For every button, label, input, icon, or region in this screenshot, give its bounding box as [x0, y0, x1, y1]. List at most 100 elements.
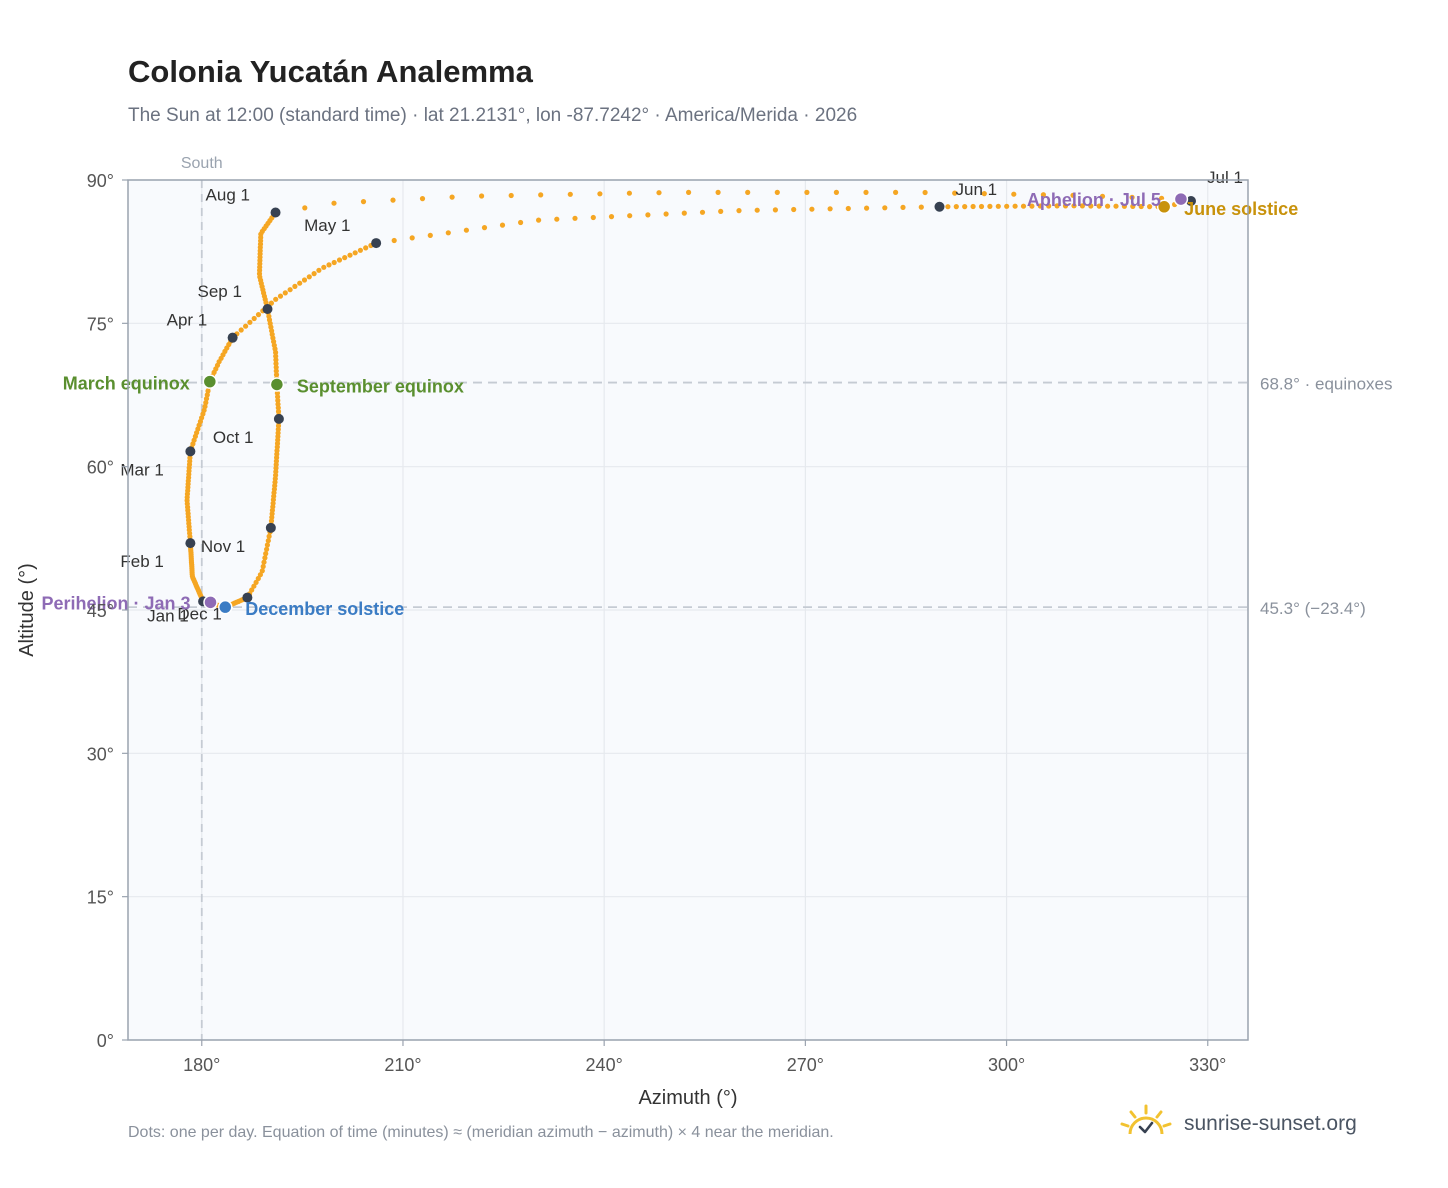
- month-marker: [262, 304, 273, 314]
- daily-dot: [273, 357, 279, 363]
- daily-dot: [263, 551, 269, 557]
- month-label: Dec 1: [177, 605, 221, 624]
- daily-dot: [1037, 203, 1043, 209]
- daily-dot: [567, 191, 573, 197]
- daily-dot: [251, 583, 257, 589]
- page-title: Colonia Yucatán Analemma: [128, 54, 533, 89]
- daily-dot: [275, 394, 281, 400]
- daily-dot: [538, 192, 544, 198]
- daily-dot: [1062, 203, 1069, 209]
- daily-dot: [718, 208, 724, 214]
- y-tick-label: 15°: [87, 888, 114, 908]
- daily-dot: [282, 290, 288, 296]
- daily-dot: [275, 408, 282, 415]
- daily-dot: [481, 225, 488, 231]
- daily-dot: [1071, 203, 1077, 209]
- daily-dot: [736, 208, 742, 214]
- daily-dot: [1147, 204, 1153, 210]
- month-marker: [270, 207, 281, 218]
- daily-dot: [363, 245, 369, 251]
- daily-dot: [275, 405, 281, 411]
- daily-dot: [277, 293, 284, 299]
- daily-dot: [331, 259, 337, 266]
- daily-dot: [1099, 193, 1106, 199]
- daily-dot: [590, 214, 596, 221]
- month-label: Jun 1: [955, 180, 997, 199]
- daily-dot: [306, 274, 312, 280]
- event-label: March equinox: [63, 374, 190, 394]
- daily-dot: [686, 189, 692, 195]
- daily-dot: [262, 555, 268, 561]
- month-marker: [265, 522, 276, 533]
- daily-dot: [1070, 192, 1076, 198]
- daily-dot: [257, 572, 263, 578]
- reference-line-label: 45.3° (−23.4°): [1260, 599, 1366, 618]
- event-label: June solstice: [1184, 199, 1298, 219]
- daily-dot: [1029, 203, 1035, 209]
- daily-dot: [536, 217, 542, 223]
- event-label: September equinox: [297, 376, 464, 396]
- event-marker: [269, 377, 285, 392]
- daily-dot: [311, 271, 317, 277]
- daily-dot: [336, 257, 343, 263]
- daily-dot: [791, 206, 797, 213]
- month-label: Sep 1: [197, 282, 241, 301]
- daily-dot: [243, 323, 249, 329]
- x-tick-label: 300°: [988, 1055, 1025, 1075]
- event-label: December solstice: [245, 599, 404, 619]
- daily-dot: [255, 312, 262, 318]
- daily-dot: [427, 232, 433, 238]
- daily-dot: [273, 368, 279, 374]
- daily-dot: [419, 196, 426, 202]
- daily-dot: [205, 388, 211, 394]
- month-marker: [934, 201, 945, 212]
- daily-dot: [952, 190, 958, 196]
- daily-dot: [247, 319, 253, 325]
- daily-dot: [255, 575, 261, 582]
- daily-dot: [774, 189, 780, 195]
- daily-dot: [922, 189, 928, 196]
- month-label: Feb 1: [120, 552, 163, 571]
- daily-dot: [1105, 203, 1111, 209]
- daily-dot: [1079, 203, 1085, 209]
- brand-link[interactable]: sunrise-sunset.org: [1118, 1102, 1357, 1146]
- y-tick-label: 45°: [87, 601, 114, 621]
- month-marker: [1185, 196, 1196, 207]
- daily-dot: [264, 546, 270, 552]
- daily-dot: [663, 211, 669, 217]
- daily-dot: [845, 205, 851, 212]
- daily-dot: [360, 199, 367, 205]
- x-tick-label: 330°: [1189, 1055, 1226, 1075]
- daily-dot: [772, 207, 779, 213]
- y-tick-label: 30°: [87, 744, 114, 764]
- daily-dot: [508, 192, 514, 199]
- x-tick-label: 180°: [183, 1055, 220, 1075]
- daily-dot: [292, 283, 298, 289]
- daily-dot: [995, 203, 1001, 209]
- daily-dot: [1011, 191, 1017, 197]
- daily-dot: [347, 252, 353, 258]
- daily-dot: [918, 204, 924, 210]
- daily-dot: [204, 392, 210, 398]
- daily-dot: [554, 216, 560, 222]
- daily-dot: [253, 579, 259, 586]
- month-marker: [227, 332, 238, 343]
- daily-dot: [321, 264, 327, 270]
- daily-dot: [302, 205, 308, 211]
- daily-dot: [316, 267, 322, 273]
- daily-dot: [809, 206, 815, 212]
- event-label: Perihelion · Jan 3: [41, 593, 190, 613]
- daily-dot: [266, 533, 272, 540]
- month-marker: [242, 592, 253, 603]
- daily-dot: [390, 197, 396, 203]
- daily-dot: [352, 250, 358, 256]
- daily-dot: [1020, 203, 1027, 209]
- daily-dot: [882, 205, 888, 211]
- daily-dot: [681, 210, 687, 216]
- brand-name: sunrise-sunset.org: [1184, 1112, 1357, 1135]
- month-label: Jul 1: [1207, 168, 1243, 187]
- month-label: Apr 1: [167, 311, 208, 330]
- month-label: Nov 1: [201, 537, 245, 556]
- daily-dot: [261, 559, 267, 565]
